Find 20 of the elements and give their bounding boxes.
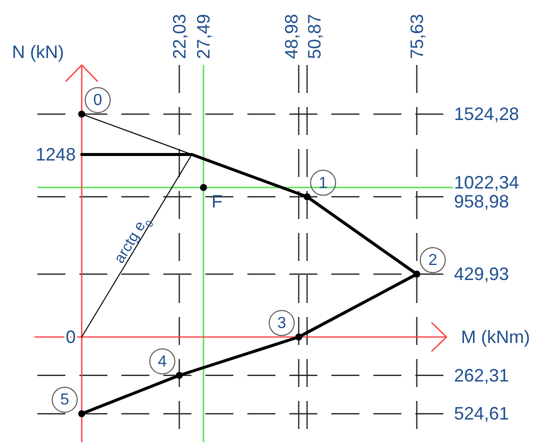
y2-tick-label: 958,98 (454, 192, 510, 212)
x-tick-label: 75,63 (406, 14, 427, 59)
ref-line-label: 27,49 (193, 14, 214, 59)
annotation: 2 (428, 252, 438, 269)
y2-tick-label: 429,93 (454, 264, 510, 284)
x-axis-title: M (kNm) (461, 327, 530, 348)
series-label: F (211, 192, 222, 212)
ref-line-label: 1022,34 (454, 172, 520, 193)
y2-tick-label: 262,31 (454, 365, 510, 386)
x-tick-label: 22,03 (169, 14, 190, 59)
x-tick-label: 50,87 (304, 14, 324, 59)
y2-tick-label: 1524,28 (454, 104, 520, 124)
y-axis-title: N (kN) (12, 42, 64, 62)
x-tick-label: 48,98 (281, 14, 302, 59)
annotation: 3 (277, 314, 286, 332)
y2-tick-label: 524,61 (454, 404, 510, 424)
annotation: 0 (93, 92, 102, 109)
annotation: 4 (158, 352, 167, 370)
annotation: 5 (60, 391, 70, 408)
y-tick-label: 1248 (36, 144, 76, 164)
